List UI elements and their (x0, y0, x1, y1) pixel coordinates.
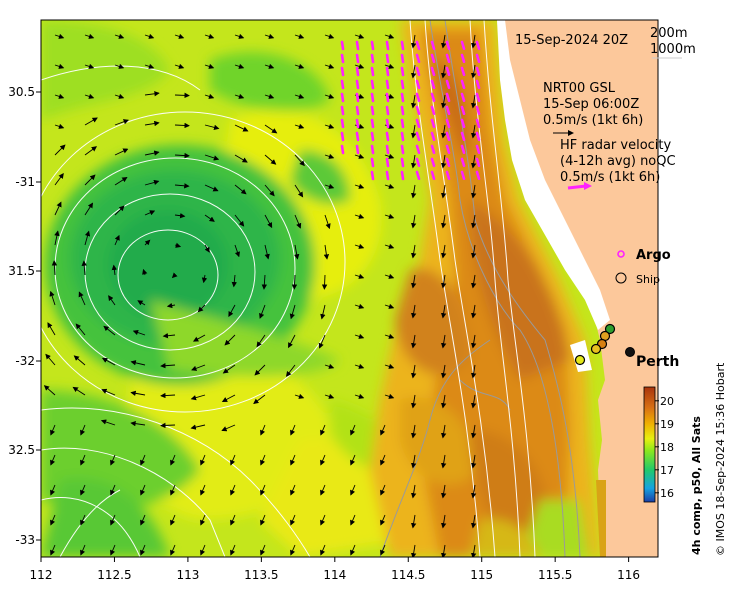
y-tick-label: -33 (15, 533, 35, 547)
coastal-nodata (497, 20, 610, 330)
y-axis: 30.5 -31 31.5 -32 32.5 -33 (8, 85, 41, 547)
y-tick-label: -32 (15, 354, 35, 368)
x-tick-label: 114 (323, 568, 346, 582)
legend-model-line-2: 15-Sep 06:00Z (543, 97, 639, 112)
colorbar-tick-label: 20 (660, 395, 674, 408)
hf-radar-vectors (340, 40, 481, 181)
land-mass (497, 20, 658, 557)
x-tick-label: 116 (617, 568, 640, 582)
legend-model-line-1: NRT00 GSL (543, 81, 616, 96)
plot-frame (40, 19, 659, 558)
x-tick-label: 112 (30, 568, 53, 582)
legend-radar-arrow (567, 184, 587, 190)
y-tick-label: -31 (15, 175, 35, 189)
argo-label: Argo (636, 248, 671, 263)
colorbar-tick-label: 17 (660, 464, 674, 477)
x-tick-label: 115 (470, 568, 493, 582)
x-tick-label: 113.5 (244, 568, 278, 582)
map-field (41, 20, 658, 557)
ship-legend-marker (615, 272, 627, 284)
date-label: 15-Sep-2024 20Z (515, 33, 628, 48)
colorbar-tick-label: 19 (660, 418, 674, 431)
perth-dot (625, 347, 635, 357)
ship-label: Ship (636, 273, 660, 286)
y-tick-label: 31.5 (8, 264, 35, 278)
perth-label: Perth (636, 354, 679, 370)
colorbar-title: 4h comp, p50, All Sats (690, 416, 703, 555)
legend-radar-line-1: HF radar velocity (560, 138, 672, 153)
imos-credit: © IMOS 18-Sep-2024 15:36 Hobart (714, 362, 727, 556)
x-axis: 112 112.5 113 113.5 114 114.5 115 115.5 116 (30, 557, 640, 582)
x-tick-label: 113 (176, 568, 199, 582)
x-tick-label: 115.5 (538, 568, 572, 582)
x-tick-label: 112.5 (97, 568, 131, 582)
colorbar-tick-label: 16 (660, 487, 674, 500)
observation-markers (574, 323, 635, 366)
legend-radar-line-2: (4-12h avg) noQC (560, 154, 676, 169)
y-tick-label: 32.5 (8, 443, 35, 457)
depth-label-200m: 200m (650, 26, 687, 41)
ship-marker (604, 323, 616, 335)
ship-marker (590, 343, 602, 355)
colorbar (643, 386, 656, 503)
x-tick-label: 114.5 (391, 568, 425, 582)
colorbar-ticks: 16 17 18 19 20 (655, 395, 674, 500)
current-vectors (43, 33, 477, 557)
argo-marker (617, 250, 625, 258)
legend-model-line-3: 0.5m/s (1kt 6h) (543, 113, 643, 128)
ship-marker (574, 354, 586, 366)
legend-radar-line-3: 0.5m/s (1kt 6h) (560, 170, 660, 185)
colorbar-tick-label: 18 (660, 441, 674, 454)
sst-patches (41, 20, 600, 557)
y-tick-label: 30.5 (8, 85, 35, 99)
depth-label-1000m: 1000m (650, 42, 696, 57)
